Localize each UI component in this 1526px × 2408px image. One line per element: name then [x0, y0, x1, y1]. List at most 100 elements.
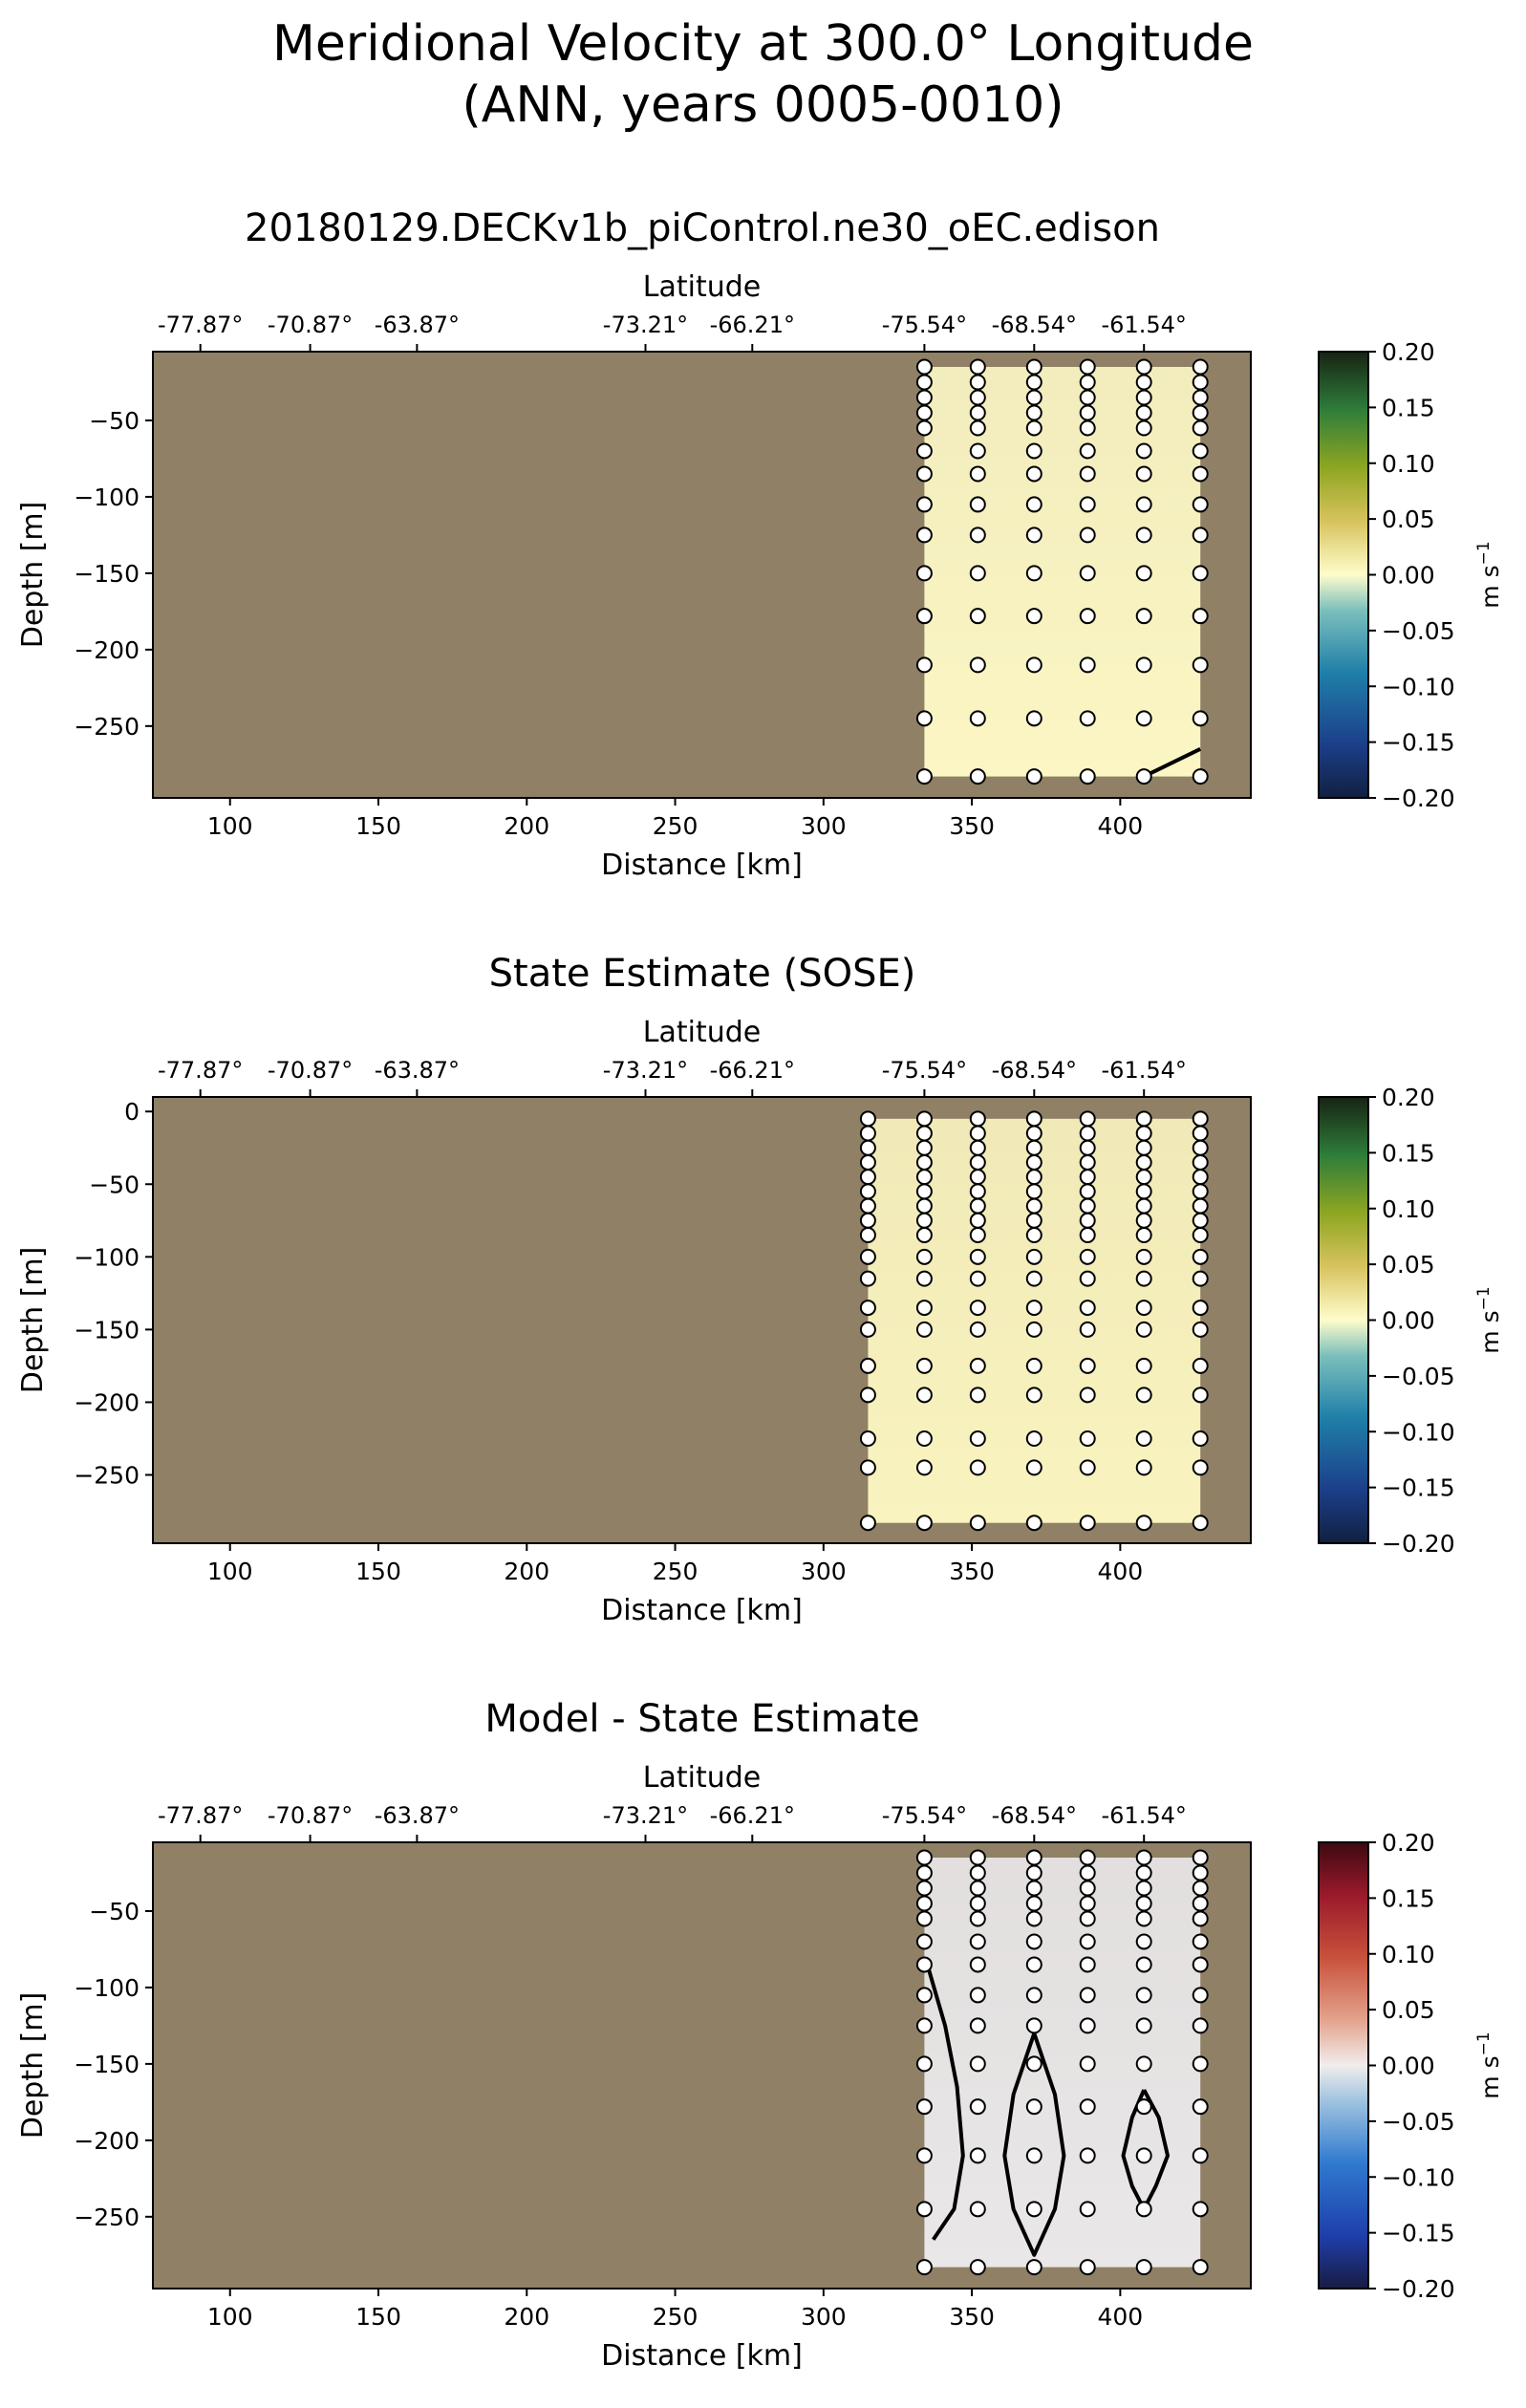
data-point-marker — [915, 1125, 933, 1142]
top-axis-label: Latitude — [643, 1761, 761, 1795]
data-point-marker — [1135, 1110, 1152, 1128]
data-point-marker — [1135, 1987, 1152, 2004]
data-point-marker — [1135, 1430, 1152, 1447]
colorbar — [1318, 1841, 1369, 2290]
colorbar-tick-label: 0.00 — [1382, 562, 1435, 590]
colorbar-label-exponent: −1 — [1474, 1286, 1494, 1310]
data-point-marker — [1135, 1197, 1152, 1215]
data-point-marker — [1192, 768, 1209, 785]
data-point-marker — [969, 1300, 986, 1317]
data-point-marker — [915, 1357, 933, 1374]
data-point-marker — [1135, 1125, 1152, 1142]
data-point-marker — [1079, 656, 1096, 674]
data-point-marker — [915, 1910, 933, 1927]
y-tick-label: −100 — [74, 1974, 140, 2002]
data-point-marker — [1135, 1895, 1152, 1912]
x-tick-label: 300 — [801, 2303, 847, 2331]
data-point-marker — [1192, 565, 1209, 582]
top-tick-label: -63.87° — [375, 312, 460, 338]
data-point-marker — [969, 1459, 986, 1476]
colorbar-tick-label: −0.20 — [1382, 1530, 1455, 1558]
data-point-marker — [1192, 419, 1209, 437]
data-point-marker — [1079, 1387, 1096, 1404]
data-point-marker — [1025, 1300, 1042, 1317]
data-point-marker — [1079, 1153, 1096, 1171]
data-point-marker — [1079, 768, 1096, 785]
data-point-marker — [1135, 1864, 1152, 1881]
colorbar-label-unit: m s — [1476, 565, 1504, 608]
y-tick-label: −50 — [89, 1171, 140, 1198]
data-point-marker — [1135, 1248, 1152, 1265]
data-point-marker — [915, 404, 933, 421]
data-point-marker — [1192, 1849, 1209, 1866]
data-point-marker — [915, 2055, 933, 2073]
data-point-marker — [1025, 2147, 1042, 2164]
data-point-marker — [969, 1227, 986, 1244]
data-point-marker — [915, 1459, 933, 1476]
data-point-marker — [1079, 404, 1096, 421]
data-point-marker — [969, 2259, 986, 2276]
data-point-marker — [1192, 465, 1209, 483]
data-point-marker — [915, 1300, 933, 1317]
data-point-marker — [1025, 442, 1042, 460]
data-point-marker — [1192, 2147, 1209, 2164]
data-point-marker — [1192, 1956, 1209, 1973]
data-point-marker — [1079, 710, 1096, 727]
colorbar-tick-label: 0.20 — [1382, 1829, 1435, 1857]
data-point-marker — [915, 2147, 933, 2164]
colorbar-tick-label: −0.05 — [1382, 2108, 1455, 2136]
panel-state-estimate: State Estimate (SOSE) 100 150 200 250 300 350… — [0, 936, 1526, 1663]
data-point-marker — [1135, 1139, 1152, 1156]
x-tick-label: 200 — [504, 812, 549, 840]
data-point-marker — [1079, 1197, 1096, 1215]
colorbar-tick-label: −0.20 — [1382, 2275, 1455, 2303]
colorbar-label: m s−1 — [1474, 2032, 1504, 2098]
data-point-marker — [1025, 2098, 1042, 2116]
data-point-marker — [915, 1387, 933, 1404]
data-point-marker — [915, 1183, 933, 1200]
data-point-marker — [1192, 2017, 1209, 2034]
data-point-marker — [915, 465, 933, 483]
y-axis-label: Depth [m] — [16, 1992, 50, 2139]
data-point-marker — [1192, 710, 1209, 727]
data-point-marker — [1079, 1139, 1096, 1156]
top-tick-label: -73.21° — [603, 1057, 688, 1084]
top-tick-label: -68.54° — [992, 312, 1077, 338]
top-tick-label: -73.21° — [603, 312, 688, 338]
data-point-marker — [1025, 404, 1042, 421]
x-tick-label: 200 — [504, 2303, 549, 2331]
colorbar-tick-label: 0.10 — [1382, 1941, 1435, 1968]
data-point-marker — [969, 1169, 986, 1186]
data-point-marker — [1135, 1880, 1152, 1897]
colorbar-tick-label: 0.15 — [1382, 1139, 1435, 1167]
data-point-marker — [1135, 1183, 1152, 1200]
data-point-marker — [1192, 2201, 1209, 2218]
data-point-marker — [1025, 608, 1042, 625]
data-point-marker — [859, 1248, 876, 1265]
data-point-marker — [1079, 1248, 1096, 1265]
data-point-marker — [969, 1212, 986, 1229]
data-point-marker — [969, 565, 986, 582]
y-tick-label: −200 — [74, 636, 140, 664]
data-point-marker — [1192, 358, 1209, 376]
colorbar-tick-label: 0.15 — [1382, 1884, 1435, 1912]
data-point-marker — [1025, 1933, 1042, 1950]
data-point-marker — [915, 442, 933, 460]
data-point-marker — [1192, 656, 1209, 674]
data-point-marker — [1025, 419, 1042, 437]
colorbar-tick-label: −0.10 — [1382, 673, 1455, 700]
colorbar — [1318, 1096, 1369, 1544]
data-point-marker — [1025, 768, 1042, 785]
axes-frame — [152, 1841, 1252, 2290]
data-point-marker — [969, 419, 986, 437]
colorbar-label-unit: m s — [1476, 1310, 1504, 1353]
data-point-marker — [1025, 1270, 1042, 1287]
data-point-marker — [915, 1169, 933, 1186]
data-point-marker — [1192, 1987, 1209, 2004]
data-point-marker — [1079, 1430, 1096, 1447]
data-point-marker — [1192, 1169, 1209, 1186]
data-point-marker — [1079, 1125, 1096, 1142]
data-point-marker — [969, 1895, 986, 1912]
data-point-marker — [1079, 565, 1096, 582]
